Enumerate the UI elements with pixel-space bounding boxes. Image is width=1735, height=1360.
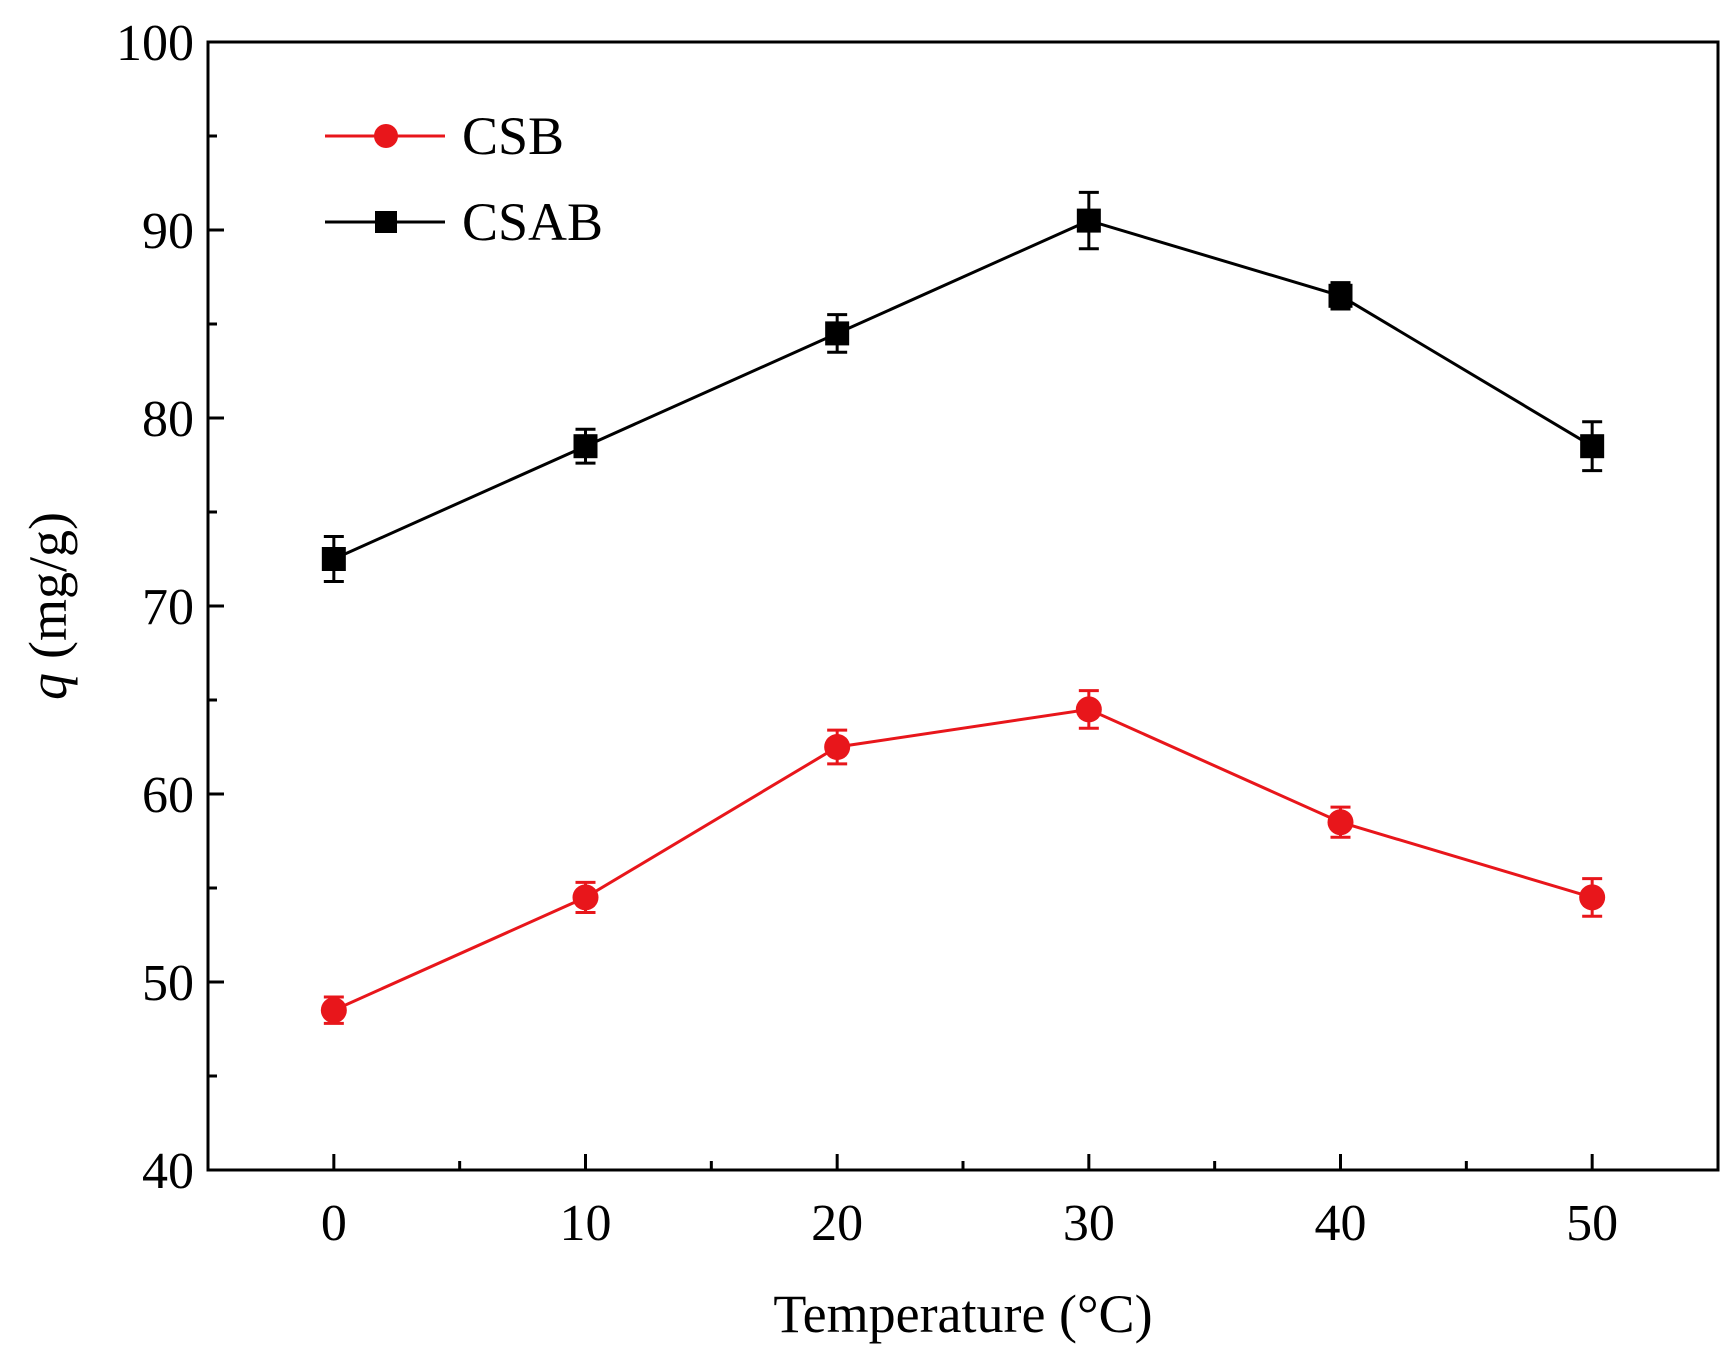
series-layer bbox=[320, 190, 1606, 1025]
series-csab bbox=[321, 190, 1605, 584]
x-tick-label: 10 bbox=[560, 1195, 612, 1252]
legend-label-csab: CSAB bbox=[462, 192, 603, 252]
minor-ticks bbox=[208, 134, 1468, 1170]
data-point-csab bbox=[825, 321, 850, 346]
y-axis-title: q (mg/g) bbox=[18, 512, 78, 700]
y-tick-label: 80 bbox=[142, 391, 194, 448]
series-line-csb bbox=[333, 707, 1593, 1012]
legend-label-csb: CSB bbox=[462, 106, 564, 166]
series-line-csab bbox=[333, 219, 1593, 561]
data-point-csb bbox=[1579, 884, 1606, 911]
data-point-csab bbox=[321, 547, 346, 571]
x-tick-label: 40 bbox=[1315, 1195, 1367, 1252]
plot-frame bbox=[206, 40, 1720, 1172]
data-point-csab bbox=[1580, 434, 1605, 459]
legend-item-csab: CSAB bbox=[325, 192, 603, 252]
data-point-csb bbox=[320, 997, 347, 1024]
legend-marker-csab bbox=[375, 211, 397, 233]
y-tick-label: 90 bbox=[142, 203, 194, 260]
y-tick-label: 100 bbox=[116, 15, 194, 72]
data-point-csab bbox=[1328, 283, 1353, 308]
x-tick-label: 0 bbox=[321, 1195, 347, 1252]
data-point-csb bbox=[1327, 809, 1354, 836]
y-tick-label: 70 bbox=[142, 579, 194, 636]
data-point-csb bbox=[824, 734, 851, 760]
legend: CSB CSAB bbox=[325, 106, 603, 252]
y-tick-label: 40 bbox=[142, 1143, 194, 1200]
x-axis-title: Temperature (°C) bbox=[773, 1284, 1152, 1344]
data-point-csab bbox=[1076, 208, 1101, 233]
y-tick-label: 60 bbox=[142, 767, 194, 824]
data-point-csb bbox=[572, 884, 599, 911]
x-tick-labels: 0 10 20 30 40 50 bbox=[321, 1195, 1618, 1252]
y-axis-symbol: q bbox=[18, 673, 78, 700]
y-tick-labels: 40 50 60 70 80 90 100 bbox=[116, 15, 194, 1200]
series-csb bbox=[320, 689, 1606, 1025]
data-point-csb bbox=[1075, 696, 1102, 723]
x-tick-label: 30 bbox=[1063, 1195, 1115, 1252]
major-ticks bbox=[208, 40, 1594, 1172]
data-point-csab bbox=[573, 434, 598, 459]
x-tick-label: 50 bbox=[1566, 1195, 1618, 1252]
legend-marker-csb bbox=[374, 124, 398, 148]
y-axis-unit: (mg/g) bbox=[18, 512, 78, 659]
x-tick-label: 20 bbox=[811, 1195, 863, 1252]
legend-item-csb: CSB bbox=[325, 106, 564, 166]
y-tick-label: 50 bbox=[142, 955, 194, 1012]
